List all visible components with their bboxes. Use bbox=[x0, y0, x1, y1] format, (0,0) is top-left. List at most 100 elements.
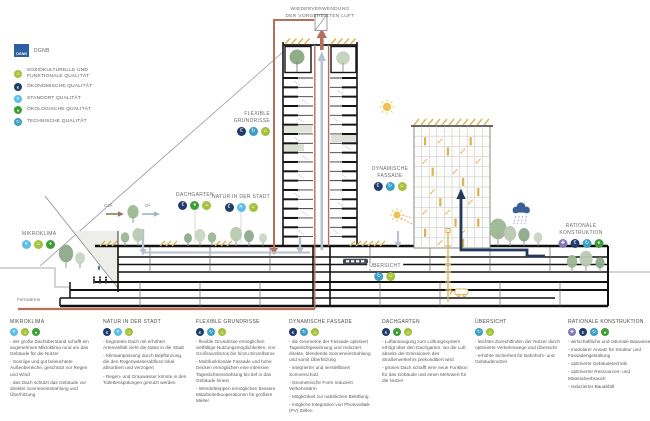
legend-item-oekon: € ÖKONOMISCHE QUALITÄT bbox=[14, 83, 93, 92]
sozio-quality-badge: ☺ bbox=[397, 181, 407, 191]
info-column-title: MIKROKLIMA bbox=[10, 319, 45, 325]
sozio-quality-badge: ☺ bbox=[386, 272, 396, 281]
sozio-quality-badge: ☺ bbox=[34, 240, 43, 249]
info-bullet: - der große Dachüberstand schafft ein an… bbox=[10, 339, 89, 357]
info-bullet: - grünes Dach schafft eine neue Funktion… bbox=[382, 365, 468, 383]
prozess-quality-badge: ✚ bbox=[558, 238, 568, 248]
legend-items: ☺ SOZIOKULTURELLE UND FUNKTIONALE QUALITÄ… bbox=[14, 68, 92, 126]
info-bullet: - Luftansaugung zum Lüftungssystem erfol… bbox=[382, 339, 466, 363]
oekon-quality-badge: € bbox=[103, 328, 111, 336]
navy-up-arrow bbox=[456, 188, 466, 199]
info-bullet: - die Geometrie der Fassade optimiert Ta… bbox=[289, 339, 371, 363]
standort-quality-badge: ✕ bbox=[10, 328, 18, 336]
badge-row: € ↻ ☺ bbox=[234, 126, 270, 136]
dgnb-logo: DGNB bbox=[14, 44, 29, 57]
info-bullet: - flexible Grundrisse ermöglichen vielfä… bbox=[196, 339, 276, 357]
car-icon bbox=[454, 288, 469, 296]
sun-icons bbox=[379, 99, 414, 225]
legend: DGNB DGNB ☺ SOZIOKULTURELLE UND FUNKTIONA… bbox=[14, 44, 92, 129]
oekon-quality-badge: € bbox=[224, 203, 234, 212]
info-bullet: - das Dach schützt das Gebäude vor direk… bbox=[10, 379, 87, 397]
people-icons bbox=[92, 265, 108, 284]
info-bullet: - optimierter Ressourcen- und Materialve… bbox=[568, 369, 631, 381]
oekolog-quality-badge: ♦ bbox=[46, 240, 55, 249]
sozio-quality-badge: ☺ bbox=[21, 328, 29, 336]
badge-row: € ✕ ☺ bbox=[212, 203, 270, 212]
co2-arrow bbox=[118, 211, 124, 217]
oekolog-quality-badge: ♦ bbox=[594, 238, 604, 248]
info-column: NATUR IN DER STADT € ✕ ☺ - begrüntes Dach mi… bbox=[103, 319, 189, 416]
badge-row: € ♦ ☺ bbox=[176, 201, 214, 210]
up-arrow bbox=[317, 51, 326, 61]
info-column-title: ÜBERSICHT bbox=[475, 319, 507, 325]
info-bullet: - Regen- und Grauwasser könnte in den To… bbox=[103, 373, 187, 385]
info-bullet: - Multifunktionale Fassade und hohe Deck… bbox=[196, 359, 272, 383]
technisch-quality-badge: ↻ bbox=[374, 272, 384, 281]
co2-label: CO² bbox=[104, 203, 113, 208]
technisch-quality-badge: ↻ bbox=[475, 328, 483, 336]
info-column-title: RATIONALE KONSTRUKTION bbox=[568, 319, 644, 325]
oekon-quality-badge: € bbox=[570, 238, 580, 248]
badge-row: € ↻ ☺ bbox=[289, 328, 375, 336]
core-flows bbox=[18, 14, 402, 311]
info-column: ÜBERSICHT ↻ ☺ - leichtes Zurechtfinden der … bbox=[475, 319, 561, 416]
oekolog-quality-badge: ♦ bbox=[393, 328, 401, 336]
technisch-quality-badge: ↻ bbox=[582, 238, 592, 248]
info-bullet: - erhöhte Sicherheit für Bahnhofs- und G… bbox=[475, 353, 555, 365]
trees bbox=[58, 204, 605, 272]
label-text: DYNAMISCHE FASSADE bbox=[371, 165, 409, 179]
solar-hatches bbox=[99, 240, 386, 247]
podium-structure bbox=[59, 244, 609, 308]
sozio-quality-badge: ☺ bbox=[261, 126, 270, 136]
prozess-quality-badge: ✚ bbox=[568, 328, 576, 336]
badge-row: ✚ € ↻ ♦ bbox=[558, 238, 604, 248]
vent-label-text: WIEDERVERWENDUNG DER VORGEHEIZTEN LUFT bbox=[285, 7, 355, 19]
technisch-quality-badge: ↻ bbox=[385, 181, 395, 191]
info-bullet: - Sonnige und gut beleuchtete Außenberei… bbox=[10, 359, 88, 377]
vent-label: WIEDERVERWENDUNG DER VORGEHEIZTEN LUFT bbox=[286, 1, 355, 20]
legend-item-sozio: ☺ SOZIOKULTURELLE UND FUNKTIONALE QUALITÄ… bbox=[14, 68, 92, 80]
technisch-quality-badge: ↻ bbox=[207, 328, 215, 336]
info-column: MIKROKLIMA ✕ ☺ ♦ - der große Dachüberstand s… bbox=[10, 319, 96, 416]
oekolog-quality-badge: ♦ bbox=[601, 328, 609, 336]
info-columns: MIKROKLIMA ✕ ☺ ♦ - der große Dachüberstand s… bbox=[10, 319, 650, 416]
oekolog-quality-badge: ♦ bbox=[14, 106, 22, 115]
oekon-quality-badge: € bbox=[196, 328, 204, 336]
sozio-quality-badge: ☺ bbox=[311, 328, 319, 336]
legend-item-oekolog: ♦ ÖKOLOGISCHE QUALITÄT bbox=[14, 106, 92, 115]
label-text: FLEXIBLE GRUNDRISSE bbox=[233, 110, 270, 124]
badge-row: € ↻ ☺ bbox=[372, 181, 408, 191]
o2-label: O² bbox=[145, 203, 151, 208]
label-text: NATUR IN DER STADT bbox=[212, 193, 270, 200]
label-dynamische-fassade: DYNAMISCHE FASSADE € ↻ ☺ bbox=[372, 159, 408, 198]
ev-charging-line bbox=[445, 228, 469, 302]
label-mikroklima: MIKROKLIMA ✕ ☺ ♦ bbox=[22, 224, 56, 256]
badge-row: ↻ ☺ bbox=[475, 328, 561, 336]
info-column-title: DACHGARTEN bbox=[382, 319, 420, 325]
roof-tree bbox=[289, 49, 305, 65]
info-bullet: - leichtes Zurechtfinden der Nutzer durc… bbox=[475, 339, 560, 351]
oekon-quality-badge: € bbox=[178, 201, 188, 210]
badge-row: ✕ ☺ ♦ bbox=[10, 328, 96, 336]
sozio-quality-badge: ☺ bbox=[14, 69, 22, 78]
info-bullet: - reduzierter Bauabfall bbox=[568, 383, 615, 389]
label-text: MIKROKLIMA bbox=[22, 230, 57, 237]
info-bullet: - Geometrische Form reduziert Verkehrslä… bbox=[289, 379, 353, 391]
technisch-quality-badge: ↻ bbox=[300, 328, 308, 336]
dgnb-logo-label: DGNB bbox=[34, 47, 50, 54]
sozio-quality-badge: ☺ bbox=[404, 328, 412, 336]
exhaust-pipe bbox=[273, 19, 314, 251]
train-icon bbox=[343, 258, 368, 265]
oekon-quality-badge: € bbox=[373, 181, 383, 191]
oekon-quality-badge: € bbox=[14, 83, 22, 92]
oekolog-quality-badge: ♦ bbox=[32, 328, 40, 336]
legend-item-standort: ✕ STANDORT QUALITÄT bbox=[14, 94, 92, 103]
label-text: DACHGARTEN bbox=[176, 191, 214, 198]
legend-item-technisch: ↻ TECHNISCHE QUALITÄT bbox=[14, 117, 92, 126]
info-bullet: - Wendeltreppen ermöglichen bessere Mita… bbox=[196, 385, 276, 403]
info-bullet: - Möglichkeit zur natürlichen Belüftung bbox=[289, 393, 369, 399]
info-column: RATIONALE KONSTRUKTION ✚ € ↻ ♦ - wirtschaftli… bbox=[568, 319, 650, 416]
legend-item-label: ÖKONOMISCHE QUALITÄT bbox=[27, 84, 93, 90]
standort-quality-badge: ✕ bbox=[22, 240, 31, 249]
